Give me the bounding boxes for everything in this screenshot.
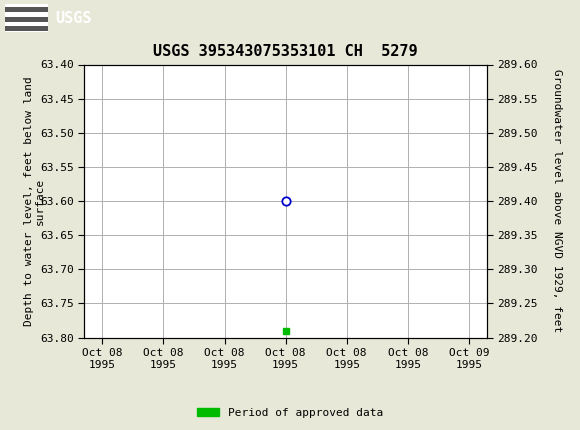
Bar — [5, 7, 48, 12]
Y-axis label: Groundwater level above NGVD 1929, feet: Groundwater level above NGVD 1929, feet — [552, 69, 562, 333]
FancyBboxPatch shape — [5, 4, 48, 32]
Bar — [5, 26, 48, 31]
Y-axis label: Depth to water level, feet below land
surface: Depth to water level, feet below land su… — [24, 76, 45, 326]
Title: USGS 395343075353101 CH  5279: USGS 395343075353101 CH 5279 — [153, 44, 418, 59]
Text: USGS: USGS — [55, 11, 92, 26]
Legend: Period of approved data: Period of approved data — [193, 403, 387, 422]
Bar — [5, 17, 48, 22]
